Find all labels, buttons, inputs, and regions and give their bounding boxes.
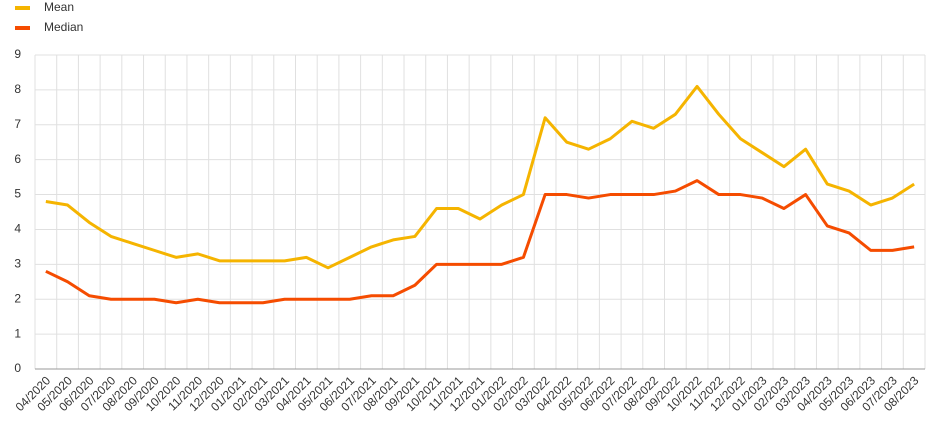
- y-tick-label: 6: [14, 152, 21, 166]
- series-line: [45, 84, 915, 270]
- y-tick-label: 9: [14, 47, 21, 61]
- y-tick-label: 0: [14, 361, 21, 375]
- series-line: [45, 179, 915, 305]
- y-tick-label: 1: [14, 326, 21, 340]
- y-tick-label: 4: [14, 222, 21, 236]
- y-tick-label: 8: [14, 82, 21, 96]
- y-tick-label: 2: [14, 291, 21, 305]
- legend-label: Mean: [44, 0, 74, 14]
- y-tick-label: 5: [14, 187, 21, 201]
- y-tick-label: 3: [14, 257, 21, 271]
- legend-label: Median: [44, 20, 83, 34]
- y-tick-label: 7: [14, 117, 21, 131]
